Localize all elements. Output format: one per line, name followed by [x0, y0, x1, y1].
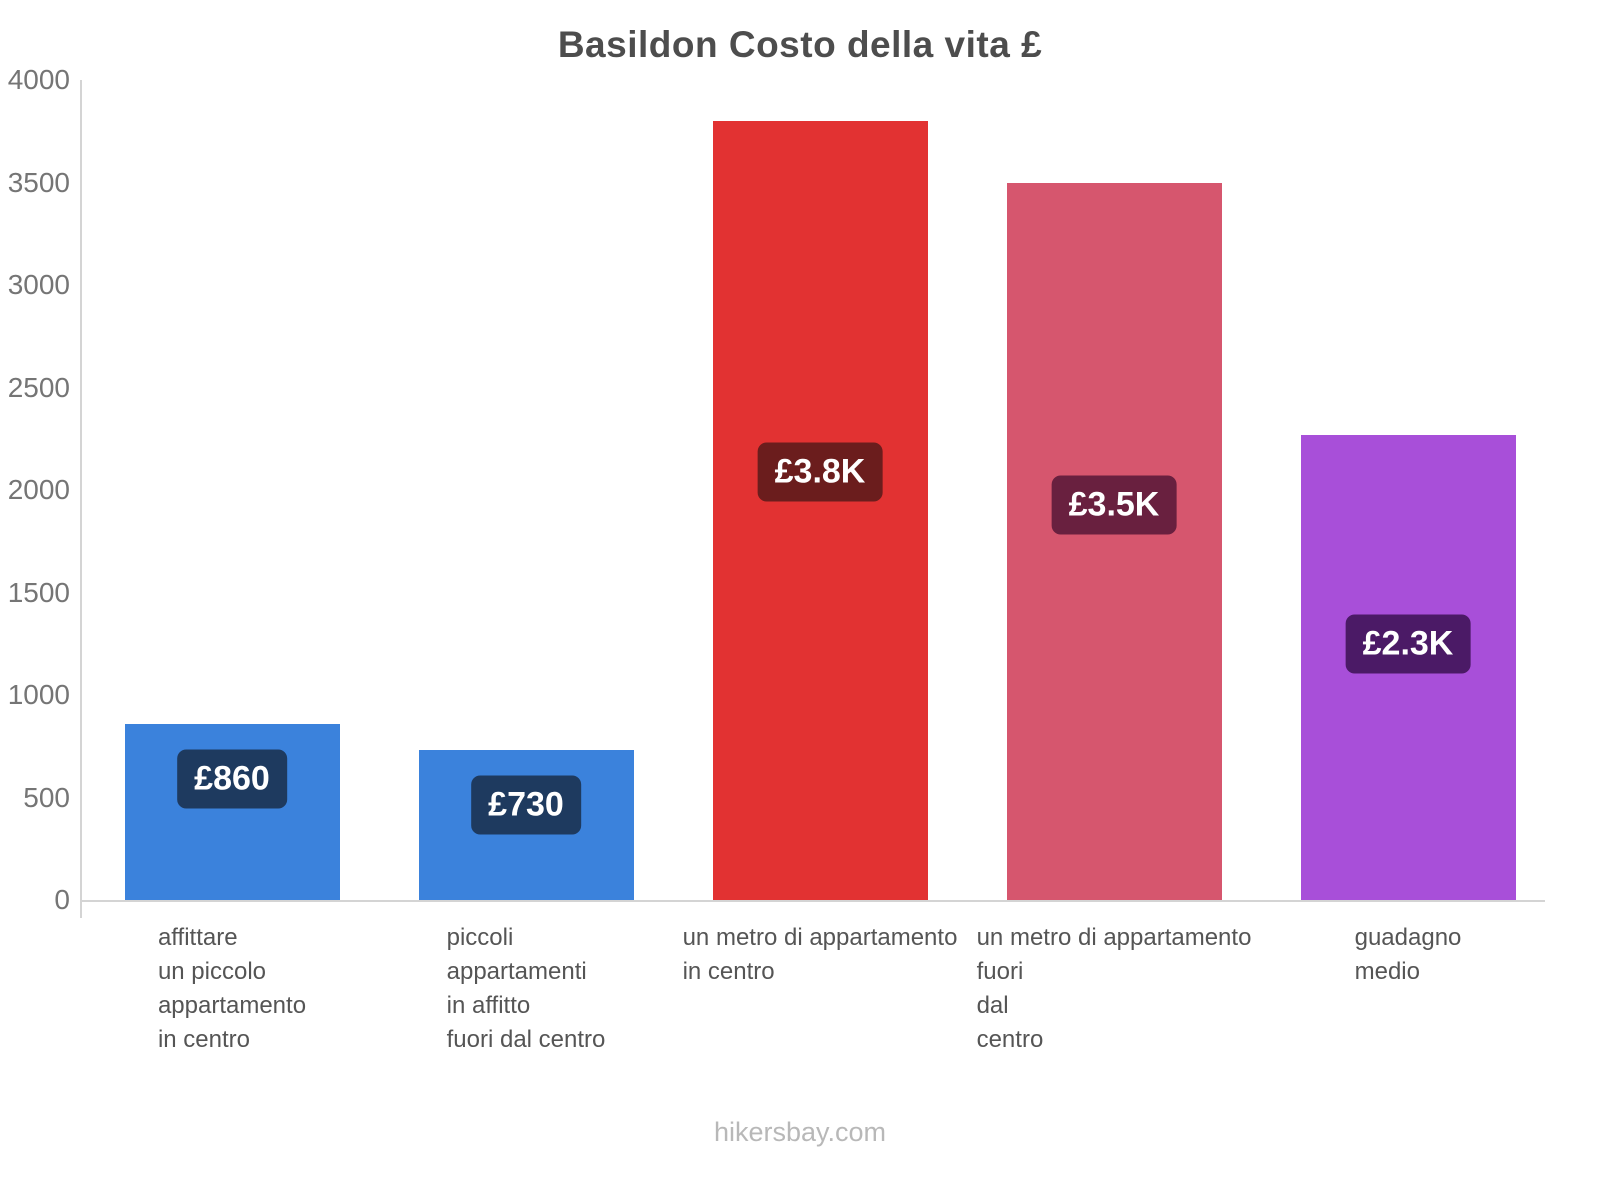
x-axis-category-label: un metro di appartamento fuori dal centr… [976, 924, 1252, 1054]
y-axis-line [80, 80, 82, 918]
y-axis-tick-label: 500 [23, 781, 70, 813]
x-axis-category-label: un metro di appartamento in centro [682, 924, 958, 986]
bar-value-label: £3.8K [757, 442, 883, 502]
y-axis-tick-label: 1500 [7, 576, 70, 608]
y-axis-tick-label: 0 [54, 884, 70, 915]
bar-value-label: £2.3K [1345, 614, 1471, 674]
x-axis-category-label: piccoli appartamenti in affitto fuori da… [446, 924, 606, 1054]
y-axis-tick-label: 3000 [7, 269, 70, 300]
bar-value-label: £3.5K [1051, 475, 1177, 535]
y-axis-tick-label: 1000 [7, 679, 70, 710]
x-axis-category-label: guadagno medio [1354, 924, 1462, 986]
y-axis-tick-label: 2500 [7, 371, 70, 403]
y-axis-tick-label: 3500 [7, 166, 70, 198]
chart-title: Basildon Costo della vita £ [557, 24, 1043, 65]
x-axis-line [80, 900, 1545, 902]
bar-value-label: £860 [177, 749, 287, 809]
bar-value-label: £730 [471, 775, 581, 835]
bar-3 [1006, 182, 1222, 900]
y-axis-tick-label: 2000 [7, 474, 70, 505]
watermark: hikersbay.com [713, 1117, 887, 1147]
y-axis-tick-label: 4000 [7, 64, 70, 95]
bar-2 [712, 121, 928, 900]
x-axis-category-label: affittare un piccolo appartamento in cen… [157, 924, 307, 1054]
